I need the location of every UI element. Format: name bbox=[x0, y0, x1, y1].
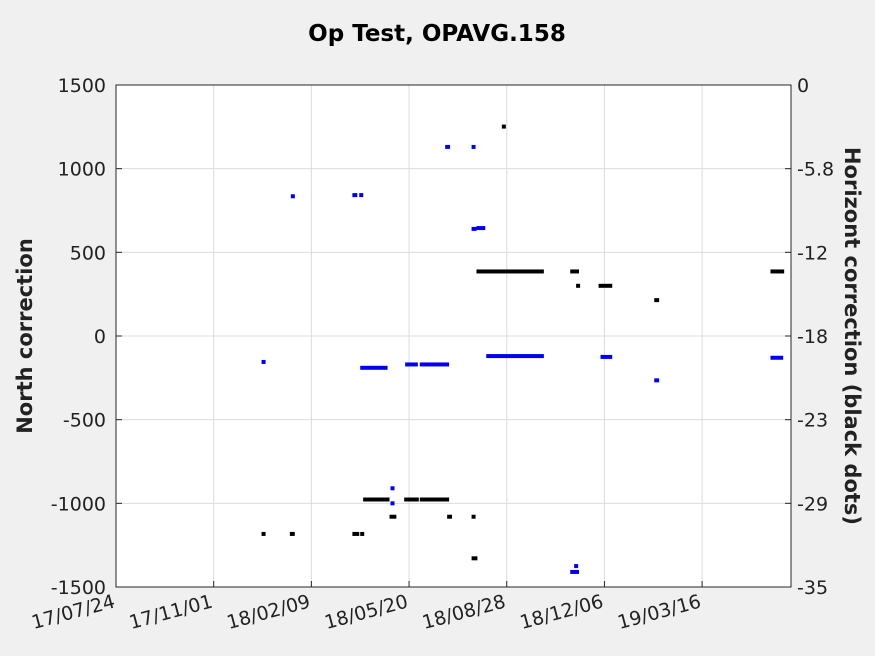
horizont-correction-mark bbox=[352, 531, 360, 536]
north-correction-mark bbox=[600, 354, 613, 359]
north-correction-mark bbox=[405, 362, 418, 367]
horizont-correction-mark bbox=[360, 531, 365, 536]
north-correction-mark bbox=[261, 359, 266, 364]
north-correction-mark bbox=[419, 362, 450, 367]
y-tick-label-left: -1500 bbox=[51, 577, 106, 599]
y-axis-label-left: North correction bbox=[13, 238, 37, 434]
north-correction-mark bbox=[390, 486, 395, 491]
y-axis-label-right: Horizont correction (black dots) bbox=[840, 147, 864, 525]
horizont-correction-mark bbox=[476, 269, 544, 274]
data-marks bbox=[261, 124, 785, 574]
horizont-correction-mark bbox=[363, 497, 390, 502]
y-tick-label-left: 500 bbox=[70, 242, 106, 264]
horizont-correction-mark bbox=[289, 531, 295, 536]
north-correction-mark bbox=[290, 194, 295, 199]
horizont-correction-mark bbox=[471, 556, 478, 561]
y-tick-label-right: -5.8 bbox=[797, 159, 834, 181]
horizont-correction-mark bbox=[261, 531, 266, 536]
north-correction-mark bbox=[471, 144, 476, 149]
north-correction-mark bbox=[471, 226, 477, 231]
north-correction-mark bbox=[445, 144, 451, 149]
chart-title: Op Test, OPAVG.158 bbox=[308, 21, 566, 47]
horizont-correction-mark bbox=[419, 497, 450, 502]
y-tick-label-right: -29 bbox=[797, 493, 828, 515]
y-tick-label-right: 0 bbox=[797, 75, 809, 97]
north-correction-mark bbox=[570, 569, 580, 574]
horizont-correction-mark bbox=[576, 283, 581, 288]
horizont-correction-mark bbox=[770, 269, 785, 274]
north-correction-mark bbox=[390, 501, 395, 506]
y-tick-label-left: 1000 bbox=[58, 159, 106, 181]
horizont-correction-mark bbox=[570, 269, 580, 274]
y-tick-label-left: -500 bbox=[63, 410, 106, 432]
horizont-correction-mark bbox=[404, 497, 419, 502]
horizont-correction-mark bbox=[447, 514, 453, 519]
north-correction-mark bbox=[770, 355, 784, 360]
north-correction-mark bbox=[359, 193, 364, 198]
north-correction-mark bbox=[486, 354, 544, 359]
north-correction-mark bbox=[352, 193, 358, 198]
grid-lines bbox=[116, 85, 791, 587]
north-correction-mark bbox=[654, 378, 660, 383]
horizont-correction-mark bbox=[598, 283, 613, 288]
north-correction-mark bbox=[360, 365, 388, 370]
horizont-correction-mark bbox=[389, 514, 397, 519]
north-correction-mark bbox=[574, 564, 579, 569]
y-tick-label-left: 1500 bbox=[58, 75, 106, 97]
y-tick-label-right: -23 bbox=[797, 410, 828, 432]
horizont-correction-mark bbox=[501, 124, 506, 129]
horizont-correction-mark bbox=[654, 298, 660, 303]
y-tick-label-left: 0 bbox=[94, 326, 106, 348]
horizont-correction-mark bbox=[471, 514, 476, 519]
y-tick-label-left: -1000 bbox=[51, 493, 106, 515]
y-tick-label-right: -35 bbox=[797, 577, 828, 599]
y-tick-label-right: -12 bbox=[797, 242, 828, 264]
y-tick-label-right: -18 bbox=[797, 326, 828, 348]
north-correction-mark bbox=[476, 226, 486, 231]
